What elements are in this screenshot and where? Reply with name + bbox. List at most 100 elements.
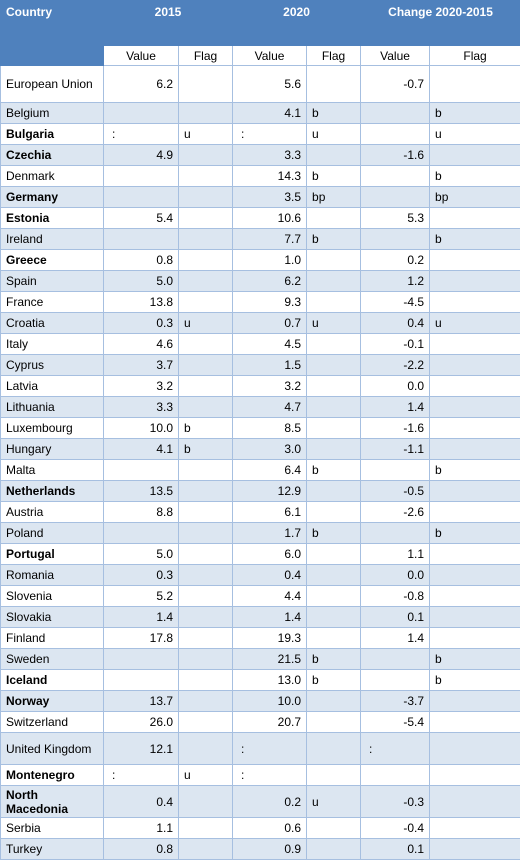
flag-2015-cell xyxy=(179,355,233,376)
flag-2015-cell: u xyxy=(179,313,233,334)
value-2015-cell: 10.0 xyxy=(104,418,179,439)
value-change-cell: 0.2 xyxy=(361,250,430,271)
value-change-cell xyxy=(361,124,430,145)
country-cell: Denmark xyxy=(1,166,104,187)
flag-2020-cell xyxy=(307,691,361,712)
flag-2020-cell xyxy=(307,397,361,418)
flag-2015-cell xyxy=(179,460,233,481)
value-2020-cell: 1.4 xyxy=(233,607,307,628)
value-2020-cell: 14.3 xyxy=(233,166,307,187)
flag-2020-cell: b xyxy=(307,523,361,544)
flag-2015-cell xyxy=(179,818,233,839)
value-change-cell xyxy=(361,523,430,544)
value-change-cell: 0.0 xyxy=(361,376,430,397)
flag-2020-cell xyxy=(307,765,361,786)
flag-change-cell xyxy=(430,733,520,765)
flag-change-cell: u xyxy=(430,124,520,145)
value-2015-cell: 4.1 xyxy=(104,439,179,460)
value-2015-cell xyxy=(104,166,179,187)
value-2015-cell: 13.8 xyxy=(104,292,179,313)
value-change-cell: 0.0 xyxy=(361,565,430,586)
value-2020-cell: 4.1 xyxy=(233,103,307,124)
value-change-cell: 5.3 xyxy=(361,208,430,229)
flag-change-cell: b xyxy=(430,649,520,670)
country-cell: Malta xyxy=(1,460,104,481)
flag-2020-cell xyxy=(307,355,361,376)
country-cell: United Kingdom xyxy=(1,733,104,765)
flag-2020-cell xyxy=(307,712,361,733)
flag-change-cell: b xyxy=(430,229,520,250)
value-2020-cell: 20.7 xyxy=(233,712,307,733)
value-2020-cell: 19.3 xyxy=(233,628,307,649)
value-change-cell xyxy=(361,166,430,187)
value-2015-cell: : xyxy=(104,765,179,786)
value-2015-cell: 4.9 xyxy=(104,145,179,166)
value-2015-cell: 0.4 xyxy=(104,786,179,818)
flag-change-cell: b xyxy=(430,103,520,124)
flag-2020-cell: b xyxy=(307,670,361,691)
flag-2015-cell xyxy=(179,187,233,208)
flag-2015-subheader: Flag xyxy=(179,46,233,66)
value-2015-cell: : xyxy=(104,124,179,145)
value-2015-cell: 1.4 xyxy=(104,607,179,628)
change-header: Change 2020-2015 xyxy=(361,1,520,46)
value-2020-cell: 6.1 xyxy=(233,502,307,523)
value-2015-cell: 0.3 xyxy=(104,313,179,334)
flag-change-cell xyxy=(430,439,520,460)
country-cell: Cyprus xyxy=(1,355,104,376)
value-change-cell: -2.6 xyxy=(361,502,430,523)
flag-2020-cell: b xyxy=(307,649,361,670)
flag-2020-cell xyxy=(307,439,361,460)
value-2020-cell: 0.9 xyxy=(233,839,307,860)
flag-change-cell xyxy=(430,786,520,818)
value-2015-cell: 5.4 xyxy=(104,208,179,229)
value-2015-subheader: Value xyxy=(104,46,179,66)
flag-change-cell xyxy=(430,418,520,439)
flag-2015-cell xyxy=(179,103,233,124)
flag-2020-cell xyxy=(307,586,361,607)
flag-change-cell xyxy=(430,818,520,839)
value-change-cell: -3.7 xyxy=(361,691,430,712)
flag-change-cell: b xyxy=(430,166,520,187)
value-2020-subheader: Value xyxy=(233,46,307,66)
value-change-cell: -1.6 xyxy=(361,418,430,439)
flag-2020-subheader: Flag xyxy=(307,46,361,66)
flag-change-subheader: Flag xyxy=(430,46,520,66)
value-2015-cell xyxy=(104,187,179,208)
value-2020-cell: 0.7 xyxy=(233,313,307,334)
value-change-cell: 0.1 xyxy=(361,839,430,860)
flag-change-cell xyxy=(430,607,520,628)
flag-2020-cell: b xyxy=(307,460,361,481)
flag-2020-cell xyxy=(307,628,361,649)
country-cell: Turkey xyxy=(1,839,104,860)
flag-2020-cell: u xyxy=(307,313,361,334)
value-2020-cell: 10.0 xyxy=(233,691,307,712)
country-cell: Bulgaria xyxy=(1,124,104,145)
value-change-cell: 1.4 xyxy=(361,628,430,649)
value-2015-cell: 0.3 xyxy=(104,565,179,586)
value-change-cell: -0.8 xyxy=(361,586,430,607)
year-2020-header: 2020 xyxy=(233,1,361,46)
value-2015-cell: 6.2 xyxy=(104,66,179,103)
value-2015-cell: 1.1 xyxy=(104,818,179,839)
flag-2020-cell: u xyxy=(307,124,361,145)
value-2015-cell: 5.0 xyxy=(104,544,179,565)
value-2020-cell: 3.5 xyxy=(233,187,307,208)
country-cell: Poland xyxy=(1,523,104,544)
country-cell: Estonia xyxy=(1,208,104,229)
country-cell: Iceland xyxy=(1,670,104,691)
flag-2015-cell xyxy=(179,523,233,544)
value-change-cell xyxy=(361,765,430,786)
